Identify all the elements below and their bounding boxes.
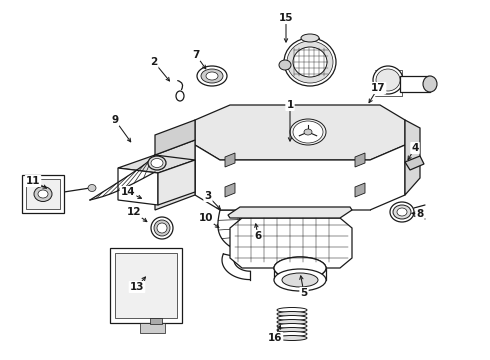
Polygon shape [225, 153, 235, 167]
Ellipse shape [277, 332, 307, 337]
Polygon shape [405, 156, 424, 170]
Bar [150, 318, 162, 324]
Ellipse shape [373, 66, 403, 94]
Polygon shape [118, 168, 158, 205]
Text: 2: 2 [150, 57, 158, 67]
Text: 12: 12 [127, 207, 141, 217]
Bar [115, 253, 177, 318]
Ellipse shape [293, 47, 327, 77]
Ellipse shape [274, 257, 326, 279]
Ellipse shape [277, 307, 307, 312]
Ellipse shape [38, 190, 48, 198]
Text: 13: 13 [130, 282, 144, 292]
Ellipse shape [284, 38, 336, 86]
Text: 17: 17 [371, 83, 385, 93]
Polygon shape [195, 145, 405, 210]
Ellipse shape [201, 69, 223, 83]
Ellipse shape [279, 60, 291, 70]
Ellipse shape [301, 34, 319, 42]
Ellipse shape [34, 186, 52, 202]
Ellipse shape [277, 311, 307, 316]
Text: 16: 16 [268, 333, 282, 343]
Bar [400, 76, 430, 92]
Ellipse shape [277, 328, 307, 333]
Ellipse shape [88, 184, 96, 192]
Text: 6: 6 [254, 231, 262, 241]
Text: 15: 15 [279, 13, 293, 23]
Ellipse shape [277, 315, 307, 320]
Ellipse shape [277, 336, 307, 341]
Ellipse shape [176, 91, 184, 101]
Ellipse shape [197, 66, 227, 86]
Ellipse shape [151, 217, 173, 239]
Bar [110, 248, 182, 323]
Bar [26, 179, 60, 209]
Ellipse shape [423, 76, 437, 92]
Text: 3: 3 [204, 191, 212, 201]
Ellipse shape [393, 205, 411, 219]
Text: 4: 4 [411, 143, 418, 153]
Ellipse shape [397, 208, 407, 216]
Text: 11: 11 [26, 176, 40, 186]
Polygon shape [228, 207, 352, 218]
Text: 8: 8 [416, 209, 424, 219]
Polygon shape [155, 120, 195, 155]
Ellipse shape [274, 269, 326, 291]
Polygon shape [230, 218, 352, 268]
Polygon shape [118, 155, 195, 173]
Text: 9: 9 [111, 115, 119, 125]
Text: 14: 14 [121, 187, 135, 197]
Text: 1: 1 [286, 100, 294, 110]
Ellipse shape [277, 324, 307, 328]
Text: 5: 5 [300, 288, 308, 298]
Bar [140, 323, 165, 333]
Text: 7: 7 [192, 50, 200, 60]
Ellipse shape [154, 220, 170, 236]
Ellipse shape [376, 69, 400, 91]
Polygon shape [195, 105, 405, 160]
Ellipse shape [390, 202, 414, 222]
Ellipse shape [157, 223, 167, 233]
Ellipse shape [151, 158, 163, 167]
Polygon shape [355, 153, 365, 167]
Text: 10: 10 [199, 213, 213, 223]
Polygon shape [355, 183, 365, 197]
Polygon shape [225, 183, 235, 197]
Polygon shape [405, 120, 420, 195]
Ellipse shape [304, 129, 312, 135]
Polygon shape [158, 160, 195, 205]
Ellipse shape [148, 156, 166, 170]
Ellipse shape [274, 257, 326, 279]
Ellipse shape [277, 320, 307, 324]
Ellipse shape [293, 121, 323, 143]
Ellipse shape [290, 119, 326, 145]
Polygon shape [155, 140, 195, 210]
Ellipse shape [287, 41, 333, 83]
Ellipse shape [206, 72, 218, 80]
Ellipse shape [282, 273, 318, 287]
Bar [22, 175, 64, 213]
